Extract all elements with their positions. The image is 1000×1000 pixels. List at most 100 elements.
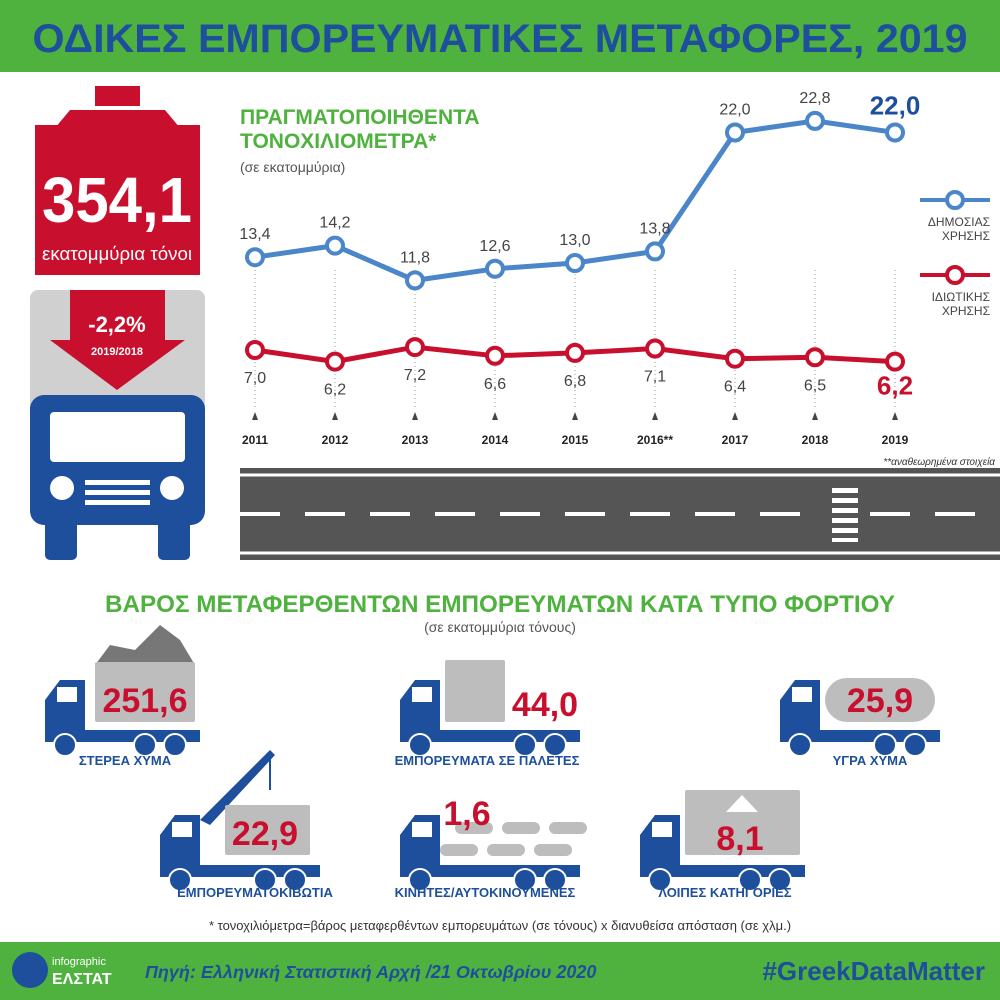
cargo-value: 44,0 bbox=[512, 686, 578, 724]
point bbox=[805, 347, 825, 368]
legend-label: ΙΔΙΩΤΙΚΗΣ ΧΡΗΣΗΣ bbox=[932, 290, 990, 318]
point bbox=[485, 258, 505, 279]
cargo-box bbox=[825, 678, 935, 722]
cargo-label: ΕΜΠΟΡΕΥΜΑΤΟΚΙΒΩΤΙΑ bbox=[177, 885, 333, 900]
cargo-box bbox=[225, 805, 310, 855]
wheel bbox=[513, 733, 537, 757]
point bbox=[245, 247, 265, 268]
wheel bbox=[408, 733, 432, 757]
value-label: 13,4 bbox=[239, 226, 270, 243]
footer-bar bbox=[0, 942, 1000, 1000]
x-tick-label: 2011 bbox=[242, 433, 268, 447]
cargo-label: ΣΤΕΡΕΑ ΧΥΜΑ bbox=[79, 753, 172, 768]
wheel bbox=[873, 733, 897, 757]
x-tick-label: 2016** bbox=[637, 433, 673, 447]
cargo-value: 22,9 bbox=[232, 815, 298, 853]
point bbox=[645, 338, 665, 359]
value-label: 6,5 bbox=[804, 377, 826, 394]
legend-marker bbox=[945, 190, 965, 210]
cargo-value: 8,1 bbox=[716, 820, 763, 858]
value-label: 6,2 bbox=[324, 382, 346, 399]
truck-window bbox=[412, 687, 432, 702]
x-tick-label: 2013 bbox=[402, 433, 429, 447]
point bbox=[885, 351, 905, 372]
road bbox=[240, 468, 1000, 560]
x-tick-label: 2018 bbox=[802, 433, 829, 447]
wheel bbox=[543, 733, 567, 757]
year-marker bbox=[652, 412, 658, 420]
value-label: 11,8 bbox=[400, 249, 430, 266]
x-tick-label: 2012 bbox=[322, 433, 349, 447]
cargo-truck bbox=[400, 680, 580, 757]
truck-window bbox=[792, 687, 812, 702]
value-label: 6,4 bbox=[724, 379, 746, 396]
header-bar bbox=[0, 0, 1000, 72]
wheel bbox=[903, 733, 927, 757]
wheel bbox=[253, 868, 277, 892]
truck-icon bbox=[30, 290, 205, 560]
point bbox=[885, 122, 905, 143]
cargo-truck bbox=[45, 680, 200, 757]
year-marker bbox=[812, 412, 818, 420]
point bbox=[245, 340, 265, 360]
cargo-value: 25,9 bbox=[847, 682, 913, 720]
cargo-value: 251,6 bbox=[102, 682, 187, 720]
year-marker bbox=[412, 412, 418, 420]
x-tick-label: 2014 bbox=[482, 433, 509, 447]
total-value: 354,1 bbox=[42, 164, 192, 236]
hashtag: #GreekDataMatter bbox=[762, 956, 985, 986]
point bbox=[565, 253, 585, 273]
chart-subtitle: (σε εκατομμύρια) bbox=[240, 159, 345, 175]
car bbox=[487, 844, 525, 856]
logo-top: infographic bbox=[52, 956, 106, 968]
truck-window bbox=[412, 822, 432, 837]
cargo-mark bbox=[726, 795, 758, 812]
pallet bbox=[445, 707, 505, 718]
legend-label: ΔΗΜΟΣΙΑΣ ΧΡΗΣΗΣ bbox=[928, 215, 990, 243]
cargo-label: ΥΓΡΑ ΧΥΜΑ bbox=[833, 753, 908, 768]
point bbox=[725, 122, 745, 143]
wheel bbox=[543, 868, 567, 892]
year-marker bbox=[572, 412, 578, 420]
cargo-box bbox=[685, 790, 800, 855]
total-change-period: 2019/2018 bbox=[91, 346, 143, 358]
x-tick-label: 2017 bbox=[722, 433, 749, 447]
point bbox=[725, 348, 745, 369]
point bbox=[405, 270, 425, 291]
page-title: ΟΔΙΚΕΣ ΕΜΠΟΡΕΥΜΑΤΙΚΕΣ ΜΕΤΑΦΟΡΕΣ, 2019 bbox=[33, 17, 968, 61]
cargo-truck bbox=[160, 815, 320, 892]
value-label: 6,6 bbox=[484, 376, 506, 393]
crane bbox=[200, 750, 275, 825]
cargo-label: ΛΟΙΠΕΣ ΚΑΤΗΓΟΡΙΕΣ bbox=[658, 885, 791, 900]
truck-window bbox=[652, 822, 672, 837]
value-label: 22,8 bbox=[799, 90, 830, 107]
total-change: -2,2% bbox=[88, 312, 145, 337]
wheel bbox=[53, 733, 77, 757]
cargo-truck bbox=[780, 680, 940, 757]
value-label: 6,8 bbox=[564, 373, 586, 390]
value-label: 22,0 bbox=[870, 91, 921, 121]
truck-chassis bbox=[640, 865, 805, 877]
car bbox=[455, 822, 493, 834]
cargo-pile bbox=[95, 625, 195, 665]
total-unit: εκατομμύρια τόνοι bbox=[42, 244, 192, 264]
value-label: 13,8 bbox=[639, 220, 670, 237]
point bbox=[405, 337, 425, 358]
year-marker bbox=[892, 412, 898, 420]
year-marker bbox=[332, 412, 338, 420]
legend-marker bbox=[945, 265, 965, 285]
year-marker bbox=[492, 412, 498, 420]
cargo-value: 1,6 bbox=[443, 795, 490, 833]
value-label: 14,2 bbox=[319, 215, 350, 232]
cargo-truck bbox=[640, 815, 805, 892]
wheel bbox=[283, 868, 307, 892]
weight-icon bbox=[35, 86, 200, 275]
value-label: 7,1 bbox=[644, 369, 666, 386]
cargo-box bbox=[95, 662, 195, 722]
pallet bbox=[445, 662, 505, 673]
truck-window bbox=[172, 822, 192, 837]
wheel bbox=[738, 868, 762, 892]
value-label: 6,2 bbox=[877, 371, 913, 401]
car bbox=[549, 822, 587, 834]
